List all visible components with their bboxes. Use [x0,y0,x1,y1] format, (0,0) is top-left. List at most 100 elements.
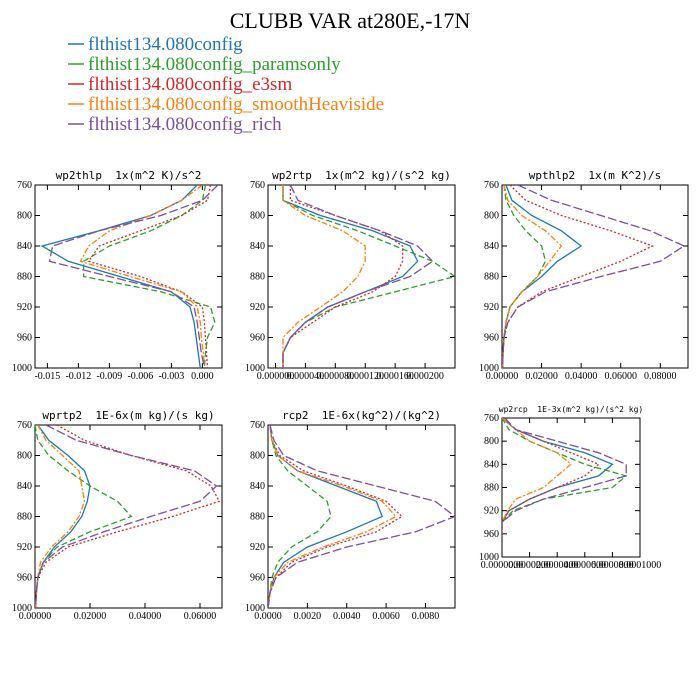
profile-line [48,185,219,368]
x-tick-label: -0.006 [127,371,153,382]
y-tick-label: 1000 [479,363,499,374]
x-tick-label: 0.0000200 [508,560,551,571]
profile-line [268,425,384,608]
y-tick-label: 880 [17,512,32,523]
y-tick-label: 960 [17,333,32,344]
x-tick-label: 0.0000400 [536,560,579,571]
legend-label: flthist134.080config_e3sm [88,74,292,95]
x-tick-label: 0.04000 [129,611,162,622]
x-tick-label: 0.06000 [184,611,217,622]
y-tick-label: 760 [17,420,32,431]
y-tick-label: 960 [484,333,499,344]
y-tick-label: 880 [17,272,32,283]
profile-line [35,425,86,608]
profile-line [35,425,133,608]
y-tick-label: 800 [484,436,499,447]
profile-line [35,425,221,608]
profile-line [282,185,434,368]
panel-title: wpthlp2 1x(m K^2)/s [529,169,661,182]
y-tick-label: 760 [17,180,32,191]
x-tick-label: -0.003 [158,371,184,382]
profile-line [282,185,419,368]
x-tick-label: 0.000120 [346,371,384,382]
panel-title: wprtp2 1E-6x(m kg)/(s kg) [42,409,214,422]
y-tick-label: 1000 [245,363,265,374]
profile-line [87,185,212,368]
y-tick-label: 760 [250,420,265,431]
panel: wpthlp2 1x(m K^2)/s 760 800 840 880 920 960 100… [479,169,689,382]
legend-label: flthist134.080config_rich [88,114,282,135]
profile-line [40,185,201,368]
profile-line [502,418,627,534]
x-tick-label: 0.02000 [74,611,107,622]
x-tick-label: 0.0000000 [481,560,524,571]
x-tick-label: 0.000080 [317,371,355,382]
y-tick-label: 840 [17,481,32,492]
x-tick-label: 0.0080 [412,611,440,622]
x-tick-label: 0.000040 [287,371,325,382]
x-tick-label: 0.06000 [604,371,637,382]
y-tick-label: 800 [250,451,265,462]
legend-label: flthist134.080config [88,34,243,55]
y-tick-label: 880 [484,483,499,494]
profile-line [502,418,573,534]
y-tick-label: 960 [17,573,32,584]
panel-title: wp2thlp 1x(m^2 K)/s^2 [56,169,202,182]
plot-frame [501,184,689,369]
x-tick-label: -0.009 [96,371,122,382]
profile-line [282,185,404,368]
x-tick-label: 0.0060 [372,611,400,622]
y-tick-label: 760 [484,180,499,191]
y-tick-label: 840 [250,481,265,492]
x-tick-label: 0.000 [191,371,214,382]
profile-line [282,185,455,368]
plot-frame [501,417,641,558]
y-tick-label: 960 [250,573,265,584]
profile-line [502,185,547,368]
y-tick-label: 840 [484,241,499,252]
profile-line [268,425,455,608]
x-tick-label: 0.0040 [333,611,361,622]
profile-line [35,425,218,608]
profile-line [502,185,655,368]
y-tick-label: 960 [484,529,499,540]
x-tick-label: 0.00000 [19,611,52,622]
x-tick-label: 0.000200 [406,371,444,382]
profile-line [502,418,628,534]
y-tick-label: 920 [250,542,265,553]
panel-title: wp2rcp 1E-3x(m^2 kg)/(s^2 kg) [499,405,644,414]
y-tick-label: 760 [484,413,499,424]
x-tick-label: 0.00000 [486,371,519,382]
y-tick-label: 840 [250,241,265,252]
legend-label: flthist134.080config_paramsonly [88,54,341,75]
x-tick-label: -0.015 [34,371,60,382]
y-tick-label: 800 [484,211,499,222]
profile-line [268,425,397,608]
y-tick-label: 840 [17,241,32,252]
y-tick-label: 880 [250,512,265,523]
profile-line [502,185,583,368]
y-tick-label: 920 [484,302,499,313]
profile-line [79,185,206,368]
x-tick-label: 0.04000 [565,371,598,382]
panel-title: wp2rtp 1x(m^2 kg)/(s^2 kg) [272,169,451,182]
panel: rcp2 1E-6x(kg^2)/(kg^2) 760 800 840 880 920 96… [245,409,456,622]
panel: wp2rcp 1E-3x(m^2 kg)/(s^2 kg)760 800 840 88… [479,405,661,571]
plot-frame [267,184,456,369]
panel: wprtp2 1E-6x(m kg)/(s kg) 760 800 840 880 920… [12,409,223,622]
y-tick-label: 960 [250,333,265,344]
y-tick-label: 920 [17,542,32,553]
panel: wp2rtp 1x(m^2 kg)/(s^2 kg) 760 800 840 880 92… [245,169,456,382]
y-tick-label: 800 [17,451,32,462]
y-tick-label: 1000 [245,603,265,614]
profile-line [502,185,563,368]
x-tick-label: 0.0000800 [591,560,634,571]
x-tick-label: 0.0000600 [564,560,607,571]
x-tick-label: 0.0000 [254,611,282,622]
profile-line [82,185,216,368]
y-tick-label: 880 [250,272,265,283]
x-tick-label: 0.0020 [294,611,322,622]
x-tick-label: 0.000000 [257,371,295,382]
x-tick-label: 0.08000 [644,371,677,382]
y-tick-label: 800 [250,211,265,222]
